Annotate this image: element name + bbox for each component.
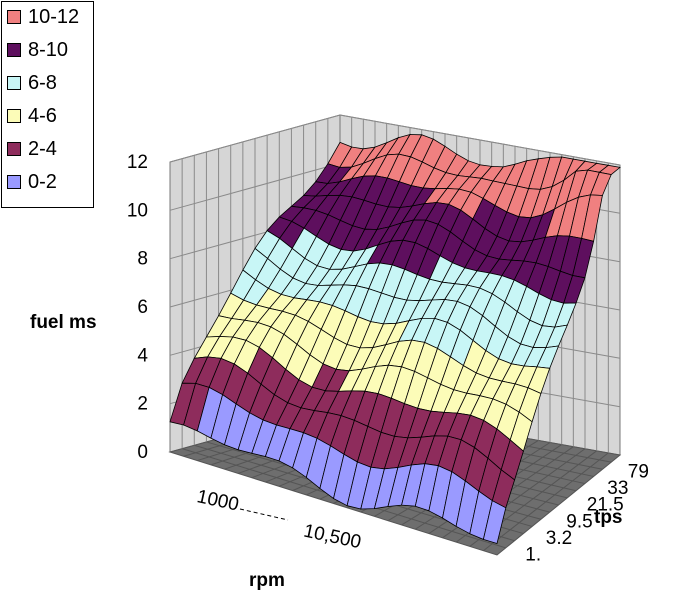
legend-label: 4-6	[28, 104, 57, 127]
legend-swatch	[7, 76, 21, 90]
z-tick-label: 10	[127, 200, 148, 221]
tps-tick-label: 21.5	[587, 495, 624, 516]
fuel-surface	[169, 133, 621, 545]
rpm-axis-dash	[239, 508, 289, 521]
legend-item: 8-10	[7, 38, 68, 62]
surface-cell	[482, 500, 507, 545]
rpm-tick-label: 1000	[195, 486, 241, 515]
legend-label: 2-4	[28, 137, 57, 160]
x-axis-title: rpm	[249, 570, 285, 591]
legend-label: 0-2	[28, 170, 57, 193]
z-tick-label: 0	[137, 442, 148, 463]
legend-swatch	[7, 10, 21, 24]
tps-tick-label: 79	[628, 461, 649, 482]
legend-label: 6-8	[28, 71, 57, 94]
tps-tick-label: 33	[607, 478, 628, 499]
legend-item: 10-12	[7, 5, 79, 29]
tps-tick-label: 1.	[525, 545, 541, 566]
z-axis-title: fuel ms	[30, 312, 97, 333]
legend-swatch	[7, 109, 21, 123]
legend-label: 8-10	[28, 38, 69, 61]
legend-item: 0-2	[7, 170, 57, 194]
legend: 10-12 8-10 6-8 4-6 2-4 0-2	[1, 1, 94, 208]
y-axis-title: tps	[594, 507, 623, 528]
wall-grid-line	[169, 114, 621, 166]
rpm-tick-label: 10,500	[302, 521, 363, 554]
legend-label: 10-12	[28, 5, 80, 28]
tps-tick-label: 3.2	[546, 528, 572, 549]
tps-tick-label: 9.5	[566, 511, 592, 532]
z-tick-label: 12	[127, 152, 148, 173]
z-tick-label: 2	[137, 394, 148, 415]
legend-item: 2-4	[7, 137, 57, 161]
legend-swatch	[7, 43, 21, 57]
z-tick-label: 6	[137, 297, 148, 318]
legend-item: 6-8	[7, 71, 57, 95]
legend-swatch	[7, 175, 21, 189]
z-tick-label: 8	[137, 249, 148, 270]
legend-swatch	[7, 142, 21, 156]
z-tick-label: 4	[137, 345, 148, 366]
legend-item: 4-6	[7, 104, 57, 128]
